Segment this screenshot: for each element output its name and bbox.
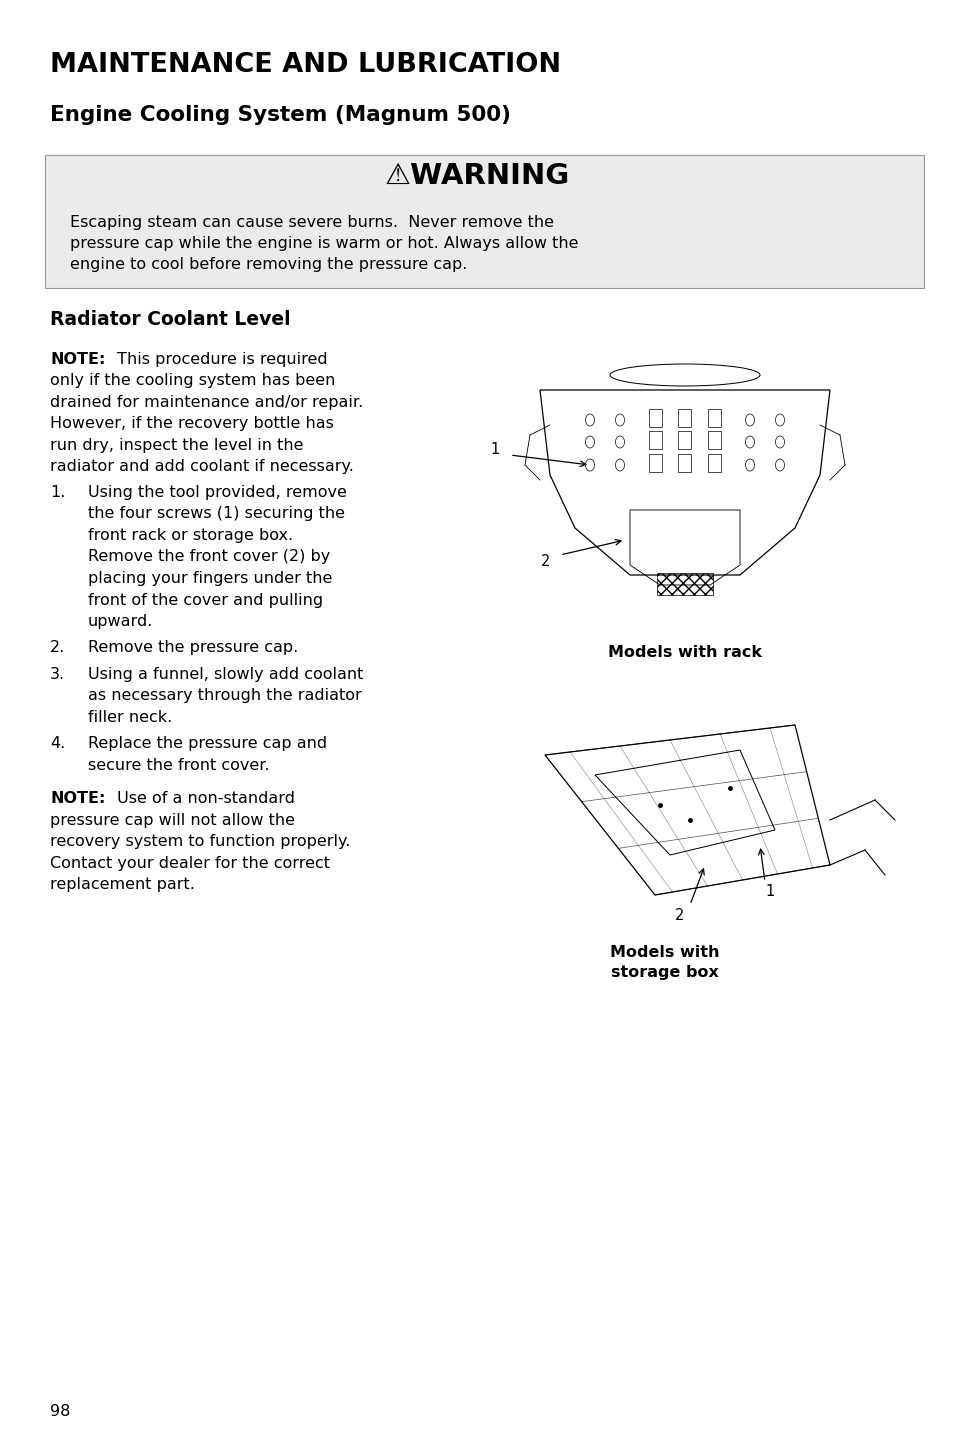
Bar <box>648 409 660 427</box>
Text: 2.: 2. <box>50 641 65 656</box>
Text: Replace the pressure cap and: Replace the pressure cap and <box>88 737 327 752</box>
Text: radiator and add coolant if necessary.: radiator and add coolant if necessary. <box>50 459 354 474</box>
Text: ⚠WARNING: ⚠WARNING <box>384 161 569 190</box>
Text: However, if the recovery bottle has: However, if the recovery bottle has <box>50 416 334 432</box>
Text: Using a funnel, slowly add coolant: Using a funnel, slowly add coolant <box>88 667 363 682</box>
Text: Use of a non-standard: Use of a non-standard <box>112 791 294 807</box>
Bar <box>648 430 660 449</box>
Text: NOTE:: NOTE: <box>50 791 105 807</box>
Text: placing your fingers under the: placing your fingers under the <box>88 571 332 586</box>
FancyBboxPatch shape <box>45 156 923 288</box>
Bar <box>708 454 720 473</box>
Text: the four screws (1) securing the: the four screws (1) securing the <box>88 506 345 522</box>
Bar <box>708 430 720 449</box>
Text: 1.: 1. <box>50 486 66 500</box>
Text: MAINTENANCE AND LUBRICATION: MAINTENANCE AND LUBRICATION <box>50 52 560 79</box>
Text: Models with rack: Models with rack <box>607 646 761 660</box>
Text: Remove the pressure cap.: Remove the pressure cap. <box>88 641 298 656</box>
Text: Models with
storage box: Models with storage box <box>610 945 719 980</box>
Text: front of the cover and pulling: front of the cover and pulling <box>88 592 323 608</box>
Text: 4.: 4. <box>50 737 65 752</box>
Text: Escaping steam can cause severe burns.  Never remove the
pressure cap while the : Escaping steam can cause severe burns. N… <box>70 215 578 272</box>
Bar <box>678 409 691 427</box>
Text: NOTE:: NOTE: <box>50 352 105 366</box>
Text: 2: 2 <box>675 907 684 922</box>
Text: 2: 2 <box>540 554 550 570</box>
Text: replacement part.: replacement part. <box>50 878 194 893</box>
Bar <box>657 573 712 595</box>
Bar <box>678 454 691 473</box>
Bar <box>648 454 660 473</box>
Text: recovery system to function properly.: recovery system to function properly. <box>50 835 350 849</box>
Text: filler neck.: filler neck. <box>88 710 172 726</box>
Text: 1: 1 <box>764 884 774 900</box>
Text: Contact your dealer for the correct: Contact your dealer for the correct <box>50 856 330 871</box>
Text: Using the tool provided, remove: Using the tool provided, remove <box>88 486 347 500</box>
Text: 3.: 3. <box>50 667 65 682</box>
Text: front rack or storage box.: front rack or storage box. <box>88 528 293 542</box>
Text: as necessary through the radiator: as necessary through the radiator <box>88 689 361 704</box>
Text: 98: 98 <box>50 1405 71 1419</box>
Text: pressure cap will not allow the: pressure cap will not allow the <box>50 813 294 827</box>
Bar <box>708 409 720 427</box>
Text: drained for maintenance and/or repair.: drained for maintenance and/or repair. <box>50 395 363 410</box>
Text: This procedure is required: This procedure is required <box>112 352 327 366</box>
Text: Engine Cooling System (Magnum 500): Engine Cooling System (Magnum 500) <box>50 105 511 125</box>
Text: Radiator Coolant Level: Radiator Coolant Level <box>50 310 291 329</box>
Bar <box>678 430 691 449</box>
Text: secure the front cover.: secure the front cover. <box>88 758 270 774</box>
Text: Remove the front cover (2) by: Remove the front cover (2) by <box>88 550 330 564</box>
Text: only if the cooling system has been: only if the cooling system has been <box>50 374 335 388</box>
Text: 1: 1 <box>490 442 499 458</box>
Text: upward.: upward. <box>88 614 153 630</box>
Text: run dry, inspect the level in the: run dry, inspect the level in the <box>50 438 303 454</box>
